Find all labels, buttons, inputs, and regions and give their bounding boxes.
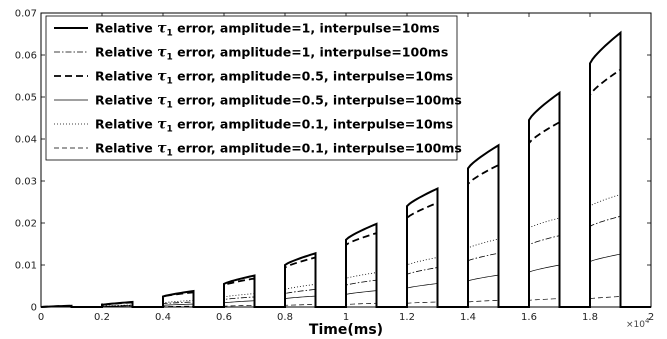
x-axis-label: Time(ms): [309, 322, 383, 338]
y-tick-label: 0.02: [15, 219, 37, 230]
x-axis-exponent-base: ×10: [626, 320, 645, 330]
y-tick-label: 0.01: [15, 261, 37, 272]
x-tick-label: 0.2: [94, 312, 110, 323]
x-axis-exponent-power: 4: [645, 317, 650, 325]
x-tick-label: 0: [38, 312, 44, 323]
y-tick-label: 0.05: [15, 93, 37, 104]
x-tick-label: 1.2: [399, 312, 415, 323]
x-tick-label: 1.4: [460, 312, 476, 323]
legend-label-1: Relative τ1 error, amplitude=1, interpul…: [95, 21, 440, 39]
x-axis-exponent: ×104: [626, 317, 650, 330]
y-tick-label: 0.06: [15, 51, 37, 62]
x-tick-label: 0.6: [216, 312, 232, 323]
x-tick-label: 1: [343, 312, 349, 323]
legend-label-3: Relative τ1 error, amplitude=0.5, interp…: [95, 69, 453, 87]
series-line-3: [40, 68, 651, 308]
x-tick-label: 1.6: [521, 312, 537, 323]
x-tick-label: 0.8: [277, 312, 293, 323]
y-tick-label: 0: [31, 303, 37, 314]
legend-label-2: Relative τ1 error, amplitude=1, interpul…: [95, 45, 448, 63]
x-tick-label: 0.4: [155, 312, 171, 323]
series-line-5: [40, 193, 651, 308]
y-tick-label: 0.03: [15, 177, 37, 188]
series-layer: [40, 30, 651, 308]
legend-label-4: Relative τ1 error, amplitude=0.5, interp…: [95, 93, 462, 111]
x-tick-label: 2: [648, 312, 654, 323]
legend-label-5: Relative τ1 error, amplitude=0.1, interp…: [95, 117, 453, 135]
ticks-layer: 0 0.2 0.4 0.6 0.8 1 1.2 1.4 1.6 1.8 2 0 0.01 0.02 0.03…: [15, 9, 654, 324]
legend-box: [45, 15, 458, 161]
legend: Relative τ1 error, amplitude=1, interpul…: [45, 15, 462, 161]
x-tick-label: 1.8: [582, 312, 598, 323]
y-tick-label: 0.07: [15, 9, 37, 20]
y-tick-label: 0.04: [15, 135, 37, 146]
legend-label-6: Relative τ1 error, amplitude=0.1, interp…: [95, 141, 462, 159]
